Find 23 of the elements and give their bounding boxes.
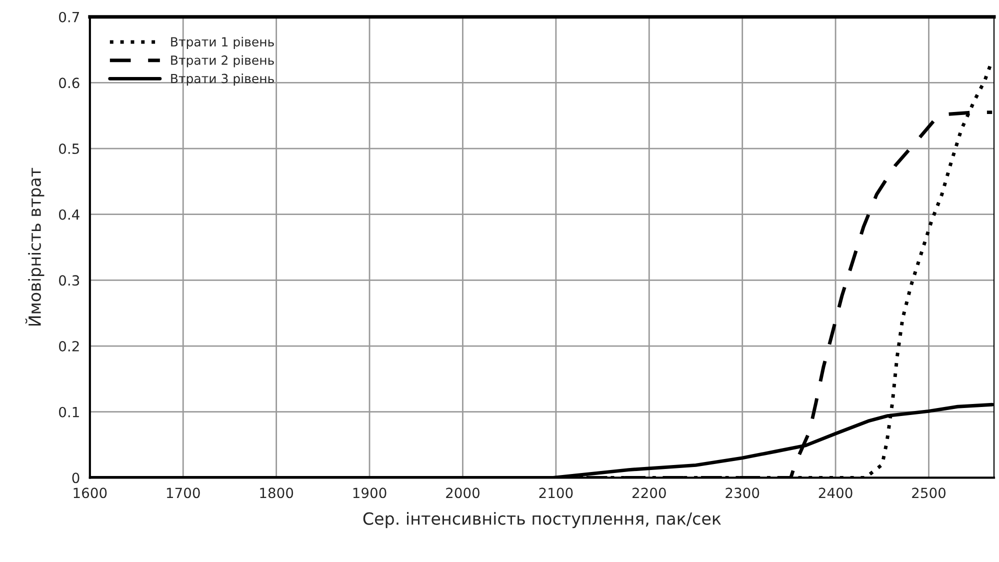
y-axis-title: Ймовірність втрат	[25, 168, 44, 326]
x-tick-label: 2200	[632, 488, 666, 498]
x-tick-label: 2400	[818, 488, 852, 498]
y-tick-label: 0.2	[59, 341, 79, 352]
legend-label: Втрати 3 рівень	[171, 74, 274, 86]
x-tick-label: 2500	[912, 488, 946, 498]
x-tick-label: 2300	[726, 488, 760, 498]
legend-label: Втрати 2 рівень	[171, 55, 274, 68]
x-tick-label: 1600	[74, 488, 107, 498]
y-tick-label: 0	[72, 472, 80, 484]
legend-label: Втрати 1 рівень	[171, 36, 274, 49]
y-tick-label: 0.7	[59, 12, 79, 22]
y-tick-label: 0.5	[59, 143, 79, 154]
x-tick-label: 2100	[539, 488, 573, 498]
x-tick-label: 2000	[446, 488, 480, 498]
x-tick-label: 1800	[260, 488, 294, 498]
y-tick-label: 0.3	[59, 275, 80, 286]
y-tick-label: 0.4	[59, 209, 80, 220]
y-tick-label: 0.1	[59, 406, 79, 418]
x-axis-title: Сер. інтенсивність поступлення, пак/сек	[363, 512, 721, 528]
y-tick-label: 0.6	[59, 78, 80, 88]
x-tick-label: 1900	[353, 488, 386, 498]
x-tick-label: 1700	[166, 488, 200, 498]
